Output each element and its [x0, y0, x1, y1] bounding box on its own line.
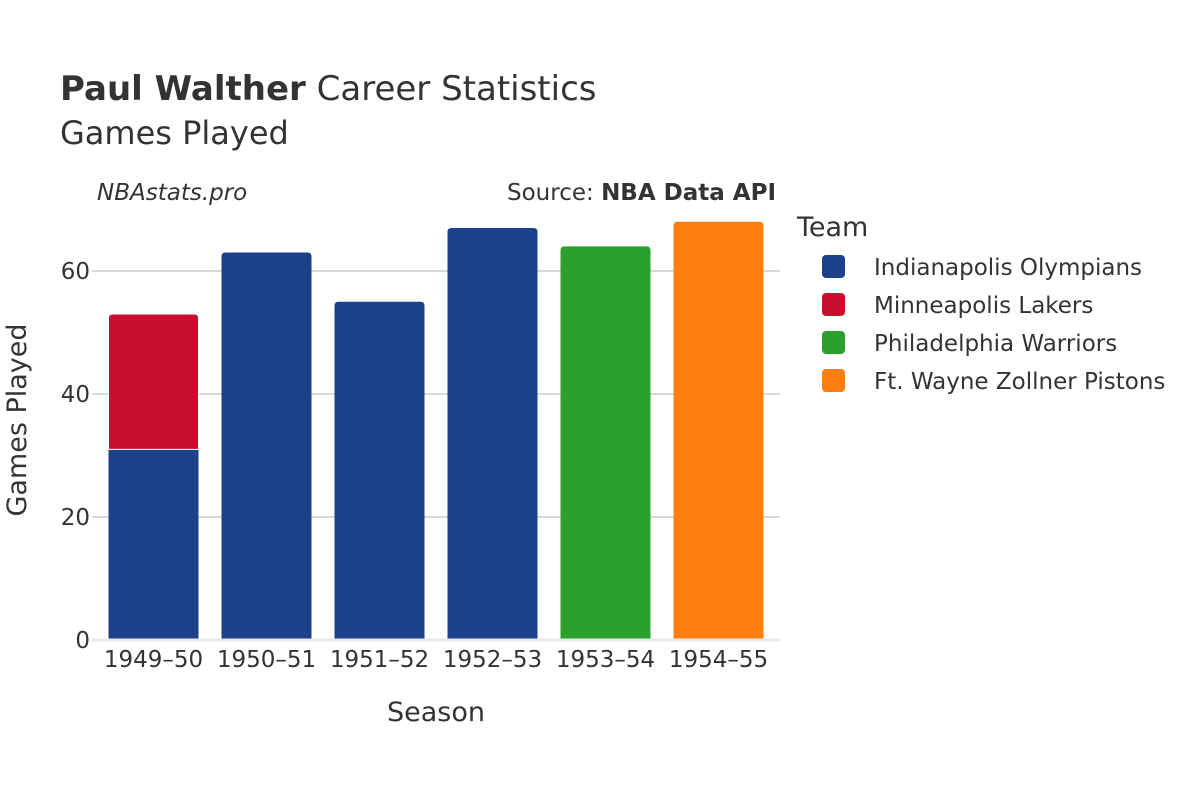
chart-title-player: Paul Walther	[60, 69, 306, 109]
x-tick-label-2: 1951–52	[330, 647, 429, 673]
y-tick-label-20: 20	[61, 505, 90, 531]
credit-source: Source: NBA Data API	[507, 180, 776, 206]
credit-source-name: NBA Data API	[601, 180, 776, 206]
bar-1950–51-indianapolis-olympians	[221, 252, 312, 641]
y-tick-label-40: 40	[61, 382, 90, 408]
bar-1951–52-indianapolis-olympians	[334, 301, 425, 640]
legend: Team Indianapolis Olympians Minneapolis L…	[796, 212, 1165, 395]
bar-1952–53-indianapolis-olympians	[447, 227, 538, 640]
axes: 0 20 40 60 1949–50 1950–51 1951–52 1952–53 1953–…	[61, 259, 780, 673]
y-tick-label-0: 0	[75, 628, 90, 654]
legend-label-0: Indianapolis Olympians	[874, 255, 1142, 281]
x-tick-label-1: 1950–51	[217, 647, 316, 673]
legend-label-3: Ft. Wayne Zollner Pistons	[874, 369, 1165, 395]
chart-subtitle: Games Played	[60, 114, 289, 152]
credit-site: NBAstats.pro	[97, 180, 247, 206]
bar-1954–55-ft-wayne-zollner-pistons	[673, 221, 764, 641]
x-tick-label-3: 1952–53	[443, 647, 542, 673]
legend-swatch-0	[822, 255, 845, 278]
y-axis-label: Games Played	[2, 323, 33, 516]
x-axis-label: Season	[387, 697, 485, 728]
x-tick-label-0: 1949–50	[104, 647, 203, 673]
chart-title-rest: Career Statistics	[306, 69, 597, 109]
credit-source-prefix: Source:	[507, 180, 601, 206]
bars	[108, 221, 764, 641]
legend-title: Team	[796, 212, 868, 243]
legend-swatch-2	[822, 331, 845, 354]
chart-title: Paul Walther Career Statistics	[60, 69, 597, 109]
bar-1949–50-indianapolis-olympians	[108, 449, 199, 640]
x-tick-label-5: 1954–55	[669, 647, 768, 673]
legend-swatch-1	[822, 293, 845, 316]
grid-lines	[92, 270, 780, 518]
legend-swatch-3	[822, 369, 845, 392]
legend-label-1: Minneapolis Lakers	[874, 293, 1093, 319]
x-tick-label-4: 1953–54	[556, 647, 655, 673]
y-tick-label-60: 60	[61, 259, 90, 285]
bar-1949–50-minneapolis-lakers	[108, 313, 199, 450]
legend-label-2: Philadelphia Warriors	[874, 331, 1117, 357]
bar-1953–54-philadelphia-warriors	[560, 246, 651, 640]
